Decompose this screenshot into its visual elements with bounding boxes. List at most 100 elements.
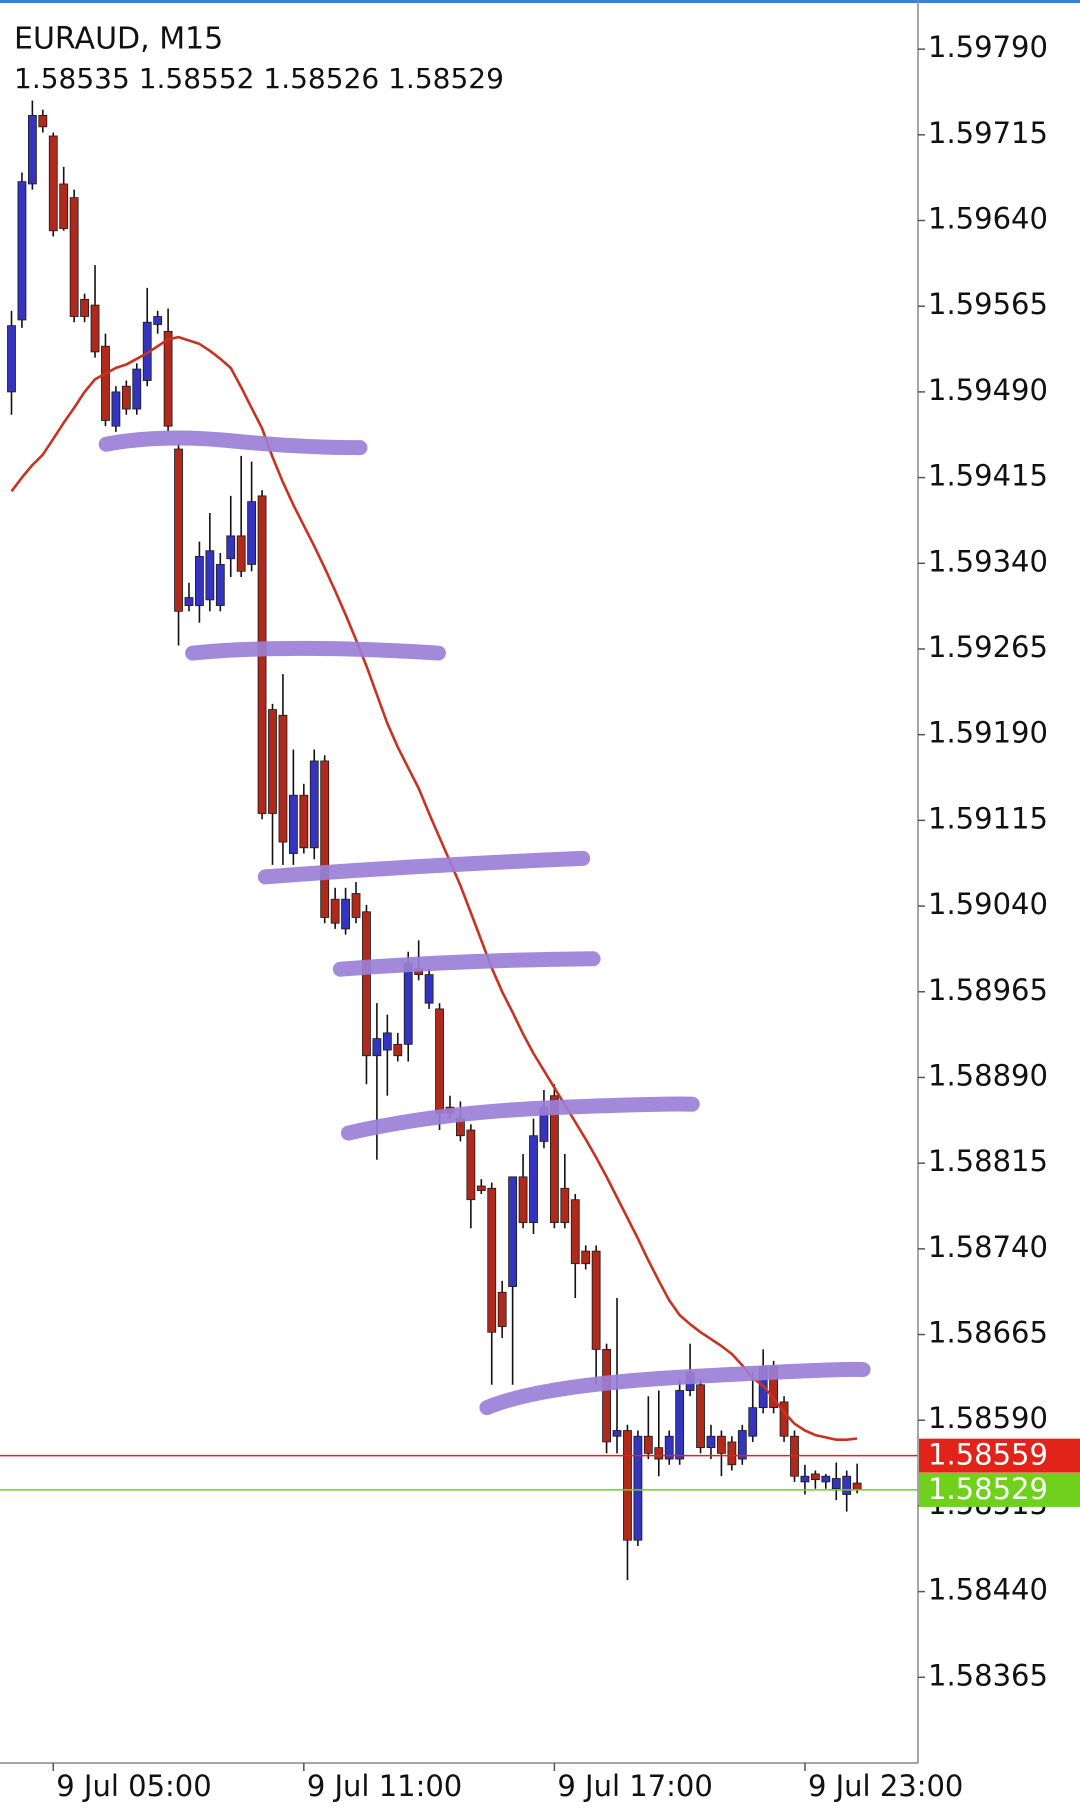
y-tick-label: 1.58965 [928,973,1048,1007]
candle-body [591,1250,601,1350]
candle-body [205,550,215,601]
y-tick-label: 1.59415 [928,459,1048,493]
candle-body [17,181,27,321]
x-tick-label: 9 Jul 05:00 [56,1769,211,1803]
candle-body [831,1478,841,1490]
candle-body [810,1473,820,1481]
candle-body [299,794,309,849]
candle-body [153,316,163,325]
y-tick-label: 1.58815 [928,1144,1048,1178]
candle-body [351,893,361,918]
chart-title: EURAUD, M15 [14,22,223,57]
drawn-line [98,430,368,456]
candle-body [403,962,413,1045]
candle-body [184,597,194,606]
candle-body [696,1384,705,1449]
candle-body [643,1435,653,1454]
plot-area [0,100,918,1581]
candle-body [195,556,204,606]
candle-body [706,1435,716,1449]
candle-body [466,1129,476,1201]
top-border [0,0,1080,3]
candle-body [288,794,298,854]
y-tick-label: 1.59790 [928,30,1048,64]
candle-body [90,304,100,353]
candle-body [163,330,173,427]
candle-body [800,1475,810,1483]
y-tick-label: 1.58890 [928,1058,1048,1092]
candle-body [101,345,110,421]
candle-body [247,501,257,565]
candle-body [69,197,79,317]
candle-body [779,1401,789,1437]
candle-body [393,1043,403,1057]
candle-body [529,1135,538,1223]
y-tick-label: 1.59265 [928,630,1048,664]
candle-body [330,898,340,924]
candle-body [341,898,350,930]
candle-body [748,1407,758,1437]
candle-body [59,183,69,229]
y-tick-label: 1.58590 [928,1401,1048,1435]
candle-body [132,368,142,410]
candle-body [320,760,330,918]
y-tick-label: 1.59040 [928,887,1048,921]
candle-body [727,1441,737,1466]
y-tick-label: 1.58740 [928,1230,1048,1264]
candle-body [435,1008,444,1114]
candle-body [7,325,16,393]
close-value: 1.58529 [388,62,504,95]
y-tick-label: 1.59565 [928,287,1048,321]
candle-body [80,298,89,317]
ohlc-readout: 1.58535 1.58552 1.58526 1.58529 [14,62,504,95]
x-tick-label: 9 Jul 11:00 [307,1769,462,1803]
candle-body [654,1447,664,1460]
candle-body [309,760,319,849]
candle-body [27,115,37,185]
candle-body [852,1482,862,1491]
x-tick-label: 9 Jul 17:00 [557,1769,712,1803]
y-tick-label: 1.59190 [928,716,1048,750]
candle-body [612,1430,622,1437]
candle-body [602,1348,611,1443]
candle-body [424,974,434,1004]
candle-body [560,1187,570,1223]
candle-body [38,115,48,128]
bid-price-label: 1.58529 [928,1472,1048,1506]
candle-body [226,535,236,560]
y-tick-label: 1.59640 [928,202,1048,236]
candle-body [476,1185,486,1191]
x-tick-label: 9 Jul 23:00 [808,1769,963,1803]
open-value: 1.58535 [14,62,130,95]
y-tick-label: 1.58365 [928,1658,1048,1692]
candle-body [236,535,246,572]
moving-average [10,335,858,1441]
candle-body [623,1430,632,1541]
y-tick-label: 1.59490 [928,373,1048,407]
candle-body [111,391,121,427]
candle-body [48,135,58,232]
candle-body [664,1435,674,1460]
candle-body [581,1250,591,1265]
candle-body [362,911,371,1057]
drawn-line [340,1096,700,1141]
ask-price-label: 1.58559 [928,1438,1048,1472]
drawn-lines [98,430,871,1416]
candle-body [717,1435,726,1454]
candle-body [487,1187,497,1333]
y-tick-label: 1.59715 [928,116,1048,150]
candle-body [675,1390,685,1460]
candle-body [570,1199,580,1265]
candle-body [174,448,183,612]
drawn-line [185,640,446,661]
ask-price-box [919,1438,1080,1473]
candle-body [215,564,225,606]
low-value: 1.58526 [263,62,379,95]
candle-body [549,1095,559,1223]
candle-body [518,1176,528,1223]
candle-body [508,1176,518,1287]
y-tick-label: 1.58665 [928,1316,1048,1350]
drawn-line [257,850,591,885]
